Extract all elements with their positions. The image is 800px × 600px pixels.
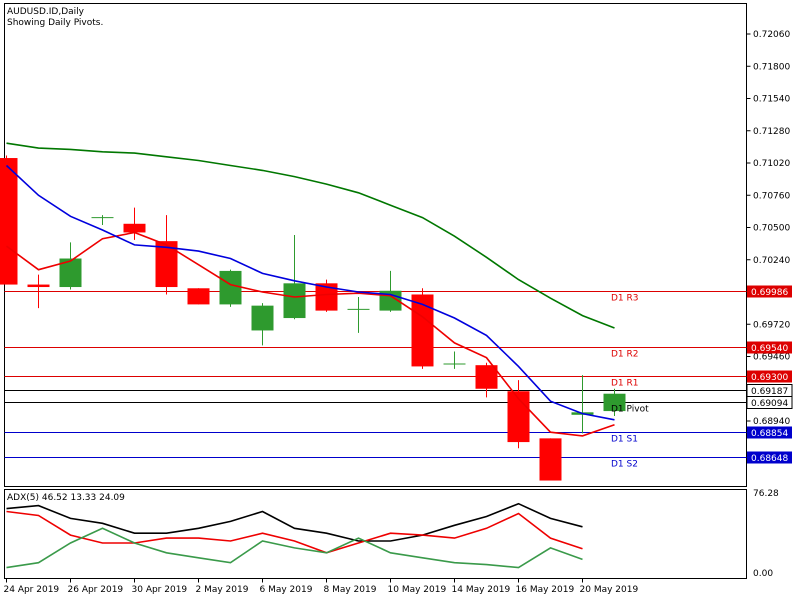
candle-bear — [187, 288, 210, 305]
candle-bear — [123, 223, 146, 233]
candle-bear — [315, 283, 338, 311]
time-axis: 24 Apr 2019 26 Apr 2019 30 Apr 2019 2 May 2… — [4, 578, 639, 595]
price-badge — [747, 370, 792, 383]
price-badge — [747, 451, 792, 464]
pivot-label: D1 S1 — [611, 435, 638, 445]
candle-bull — [59, 258, 82, 288]
time-tick-label: 6 May 2019 — [260, 585, 313, 595]
moving-averages — [5, 142, 615, 437]
current-price-badge — [746, 384, 793, 397]
time-tick-label: 16 May 2019 — [516, 585, 575, 595]
pivot-label: D1 R3 — [611, 294, 639, 304]
candle-bull — [283, 283, 306, 319]
indicator-line-adx — [6, 502, 583, 542]
price-tick-label: 0.71540 — [753, 95, 790, 105]
chart-symbol-title: AUDUSD.ID,Daily — [7, 7, 85, 17]
price-axis-badges: 0.69986 0.69540 0.69300 0.69094 0.68854 0.686… — [746, 285, 793, 464]
pivot-levels — [4, 291, 747, 458]
price-tick-label: 0.71280 — [753, 127, 790, 137]
price-tick-label: 0.70500 — [753, 224, 790, 234]
price-tick-label: 0.70760 — [753, 191, 790, 201]
indicator-axis: 76.28 0.00 — [753, 489, 779, 579]
price-badge-label: 0.68648 — [751, 454, 788, 464]
chart-subtitle: Showing Daily Pivots. — [7, 18, 103, 28]
time-tick-label: 24 Apr 2019 — [4, 585, 60, 595]
time-tick-label: 26 Apr 2019 — [68, 585, 124, 595]
candle-bull — [251, 305, 274, 331]
indicator-plot-frame — [4, 489, 747, 579]
price-tick-label: 0.71800 — [753, 62, 790, 72]
price-tick-label: 0.72060 — [753, 30, 790, 40]
candlesticks — [0, 155, 626, 481]
price-badge — [747, 341, 792, 354]
indicator-title: ADX(5) 46.52 13.33 24.09 — [7, 493, 125, 503]
pivot-label: D1 R1 — [611, 379, 639, 389]
price-badge-label: 0.69540 — [751, 344, 788, 354]
moving-average-mid-ma — [5, 164, 615, 421]
pivot-label: D1 S2 — [611, 460, 638, 470]
price-badge — [747, 426, 792, 439]
time-tick-label: 8 May 2019 — [324, 585, 377, 595]
candle-bear — [411, 294, 434, 367]
indicator-max-label: 76.28 — [753, 489, 779, 499]
adx-indicator — [6, 502, 583, 569]
price-tick-label: 0.70240 — [753, 256, 790, 266]
pivot-level-labels: D1 R3 D1 R2 D1 R1 D1 Pivot D1 S1 D1 S2 — [611, 294, 649, 470]
indicator-min-label: 0.00 — [753, 569, 773, 579]
pivot-label: D1 Pivot — [611, 405, 649, 415]
candle-bull — [603, 393, 626, 412]
candle-bear — [475, 365, 498, 389]
candle-bear — [27, 284, 50, 288]
candle-bear — [539, 438, 562, 481]
moving-average-fast-ma — [6, 231, 615, 437]
candle-bear — [155, 241, 178, 288]
price-badge-label: 0.69300 — [751, 373, 788, 383]
price-axis: 0.72060 0.71800 0.71540 0.71280 0.71020 0.707… — [746, 30, 790, 427]
time-tick-label: 14 May 2019 — [452, 585, 511, 595]
price-tick-label: 0.71020 — [753, 159, 790, 169]
price-tick-label: 0.69460 — [753, 353, 790, 363]
indicator-line-minus-di — [6, 510, 583, 554]
time-tick-label: 30 Apr 2019 — [132, 585, 188, 595]
time-tick-label: 20 May 2019 — [580, 585, 639, 595]
candle-bear — [0, 158, 18, 285]
indicator-line-plus-di — [6, 527, 583, 569]
price-badge-label: 0.69094 — [751, 399, 788, 409]
current-price-label: 0.69187 — [751, 387, 788, 397]
price-badge — [747, 285, 792, 298]
pivot-label: D1 R2 — [611, 350, 639, 360]
time-tick-label: 10 May 2019 — [388, 585, 447, 595]
price-badge-label: 0.68854 — [751, 429, 788, 439]
price-tick-label: 0.68940 — [753, 417, 790, 427]
price-badge-label: 0.69986 — [751, 288, 788, 298]
time-tick-label: 2 May 2019 — [196, 585, 249, 595]
moving-average-slow-ma — [6, 142, 615, 329]
candle-bull — [219, 270, 242, 305]
price-tick-label: 0.69720 — [753, 320, 790, 330]
